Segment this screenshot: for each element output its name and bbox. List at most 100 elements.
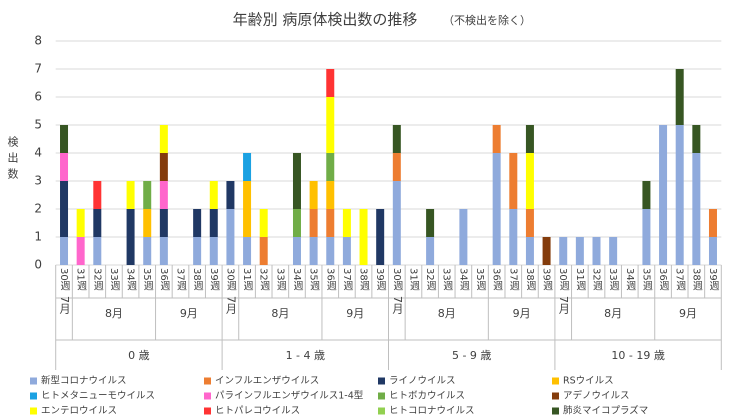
- x-tick-label: 36週: [491, 268, 503, 291]
- bar-segment: [159, 153, 168, 181]
- y-tick-label: 3: [34, 174, 42, 188]
- month-label: 8月: [271, 307, 289, 320]
- chart-subtitle: （不検出を除く）: [443, 13, 531, 27]
- bar-segment: [143, 209, 152, 237]
- month-label: 9月: [679, 307, 697, 320]
- chart-title: 年齢別 病原体検出数の推移: [233, 11, 418, 29]
- bar-segment: [126, 209, 135, 265]
- legend-label: ヒトメタニューモウイルス: [41, 391, 155, 402]
- bar-segment: [392, 125, 401, 153]
- bar-segment: [60, 181, 69, 237]
- bar-segment: [60, 237, 69, 265]
- month-label: 7月: [224, 296, 237, 314]
- x-tick-label: 32週: [424, 268, 436, 291]
- bar-segment: [509, 209, 518, 265]
- bar-segment: [525, 209, 534, 237]
- x-tick-label: 32週: [591, 268, 603, 291]
- bar-segment: [392, 181, 401, 265]
- bar-segment: [492, 153, 501, 265]
- legend-swatch: [30, 407, 37, 415]
- x-tick-label: 35週: [141, 268, 153, 291]
- bar-segment: [243, 153, 252, 181]
- x-tick-label: 31週: [407, 268, 419, 291]
- bar-segment: [292, 237, 301, 265]
- legend-label: パラインフルエンザウイルス1-4型: [215, 391, 364, 402]
- bar-segment: [509, 153, 518, 209]
- bar-segment: [642, 181, 651, 209]
- group-label: 0 歳: [128, 349, 150, 362]
- legend-swatch: [552, 377, 559, 385]
- bar-segment: [126, 181, 135, 209]
- bar-segment: [525, 237, 534, 265]
- bar-segment: [642, 209, 651, 265]
- x-tick-label: 34週: [125, 268, 137, 291]
- bar-segment: [76, 237, 85, 265]
- x-tick-label: 36週: [324, 268, 336, 291]
- legend-swatch: [204, 407, 211, 415]
- x-tick-label: 37週: [674, 268, 686, 291]
- x-tick-label: 38週: [358, 268, 370, 291]
- month-label: 9月: [513, 307, 531, 320]
- x-tick-label: 38週: [524, 268, 536, 291]
- y-tick-label: 0: [34, 258, 42, 272]
- bar-segment: [243, 181, 252, 237]
- x-tick-label: 37週: [341, 268, 353, 291]
- bar-segment: [342, 237, 351, 265]
- bar-segment: [76, 209, 85, 237]
- bar-segment: [659, 125, 668, 265]
- x-tick-label: 35週: [308, 268, 320, 291]
- bar-segment: [159, 125, 168, 153]
- x-tick-label: 35週: [640, 268, 652, 291]
- y-tick-label: 7: [34, 62, 42, 76]
- bar-segment: [326, 237, 335, 265]
- x-tick-label: 32週: [258, 268, 270, 291]
- bar-segment: [592, 237, 601, 265]
- month-label: 7月: [58, 296, 71, 314]
- x-tick-label: 34週: [624, 268, 636, 291]
- x-tick-label: 31週: [241, 268, 253, 291]
- legend-swatch: [552, 407, 559, 415]
- bar-segment: [326, 97, 335, 153]
- month-label: 8月: [105, 307, 123, 320]
- bar-segment: [209, 181, 218, 209]
- bar-segment: [226, 209, 235, 265]
- x-tick-label: 30週: [58, 268, 70, 291]
- x-tick-label: 38週: [191, 268, 203, 291]
- y-tick-label: 1: [34, 230, 42, 244]
- x-tick-label: 33週: [441, 268, 453, 291]
- bar-segment: [309, 181, 318, 209]
- x-tick-label: 39週: [707, 268, 719, 291]
- bar-segment: [193, 209, 202, 237]
- x-tick-label: 33週: [274, 268, 286, 291]
- month-label: 8月: [438, 307, 456, 320]
- bar-segment: [292, 209, 301, 237]
- group-label: 5 - 9 歳: [452, 349, 491, 362]
- bar-segment: [259, 237, 268, 265]
- bar-segment: [93, 237, 102, 265]
- x-tick-label: 39週: [374, 268, 386, 291]
- x-tick-label: 32週: [91, 268, 103, 291]
- bar-segment: [708, 209, 717, 237]
- bar-segment: [426, 209, 435, 237]
- bar-segment: [359, 209, 368, 265]
- legend-swatch: [378, 377, 385, 385]
- y-axis-label: 検出数: [6, 135, 19, 184]
- legend-swatch: [30, 392, 37, 400]
- x-tick-label: 33週: [108, 268, 120, 291]
- bar-segment: [292, 153, 301, 209]
- legend-label: ヒトコロナウイルス: [389, 406, 475, 417]
- bar-segment: [326, 153, 335, 181]
- x-tick-label: 30週: [224, 268, 236, 291]
- legend-label: アデノウイルス: [563, 390, 630, 402]
- legend-swatch: [552, 392, 559, 400]
- x-tick-label: 34週: [457, 268, 469, 291]
- bar-segment: [542, 237, 551, 265]
- bar-segment: [159, 237, 168, 265]
- legend-label: ヒトボカウイルス: [389, 391, 465, 402]
- y-tick-label: 4: [34, 146, 42, 160]
- group-label: 1 - 4 歳: [286, 349, 325, 362]
- bar-segment: [559, 237, 568, 265]
- bar-segment: [143, 237, 152, 265]
